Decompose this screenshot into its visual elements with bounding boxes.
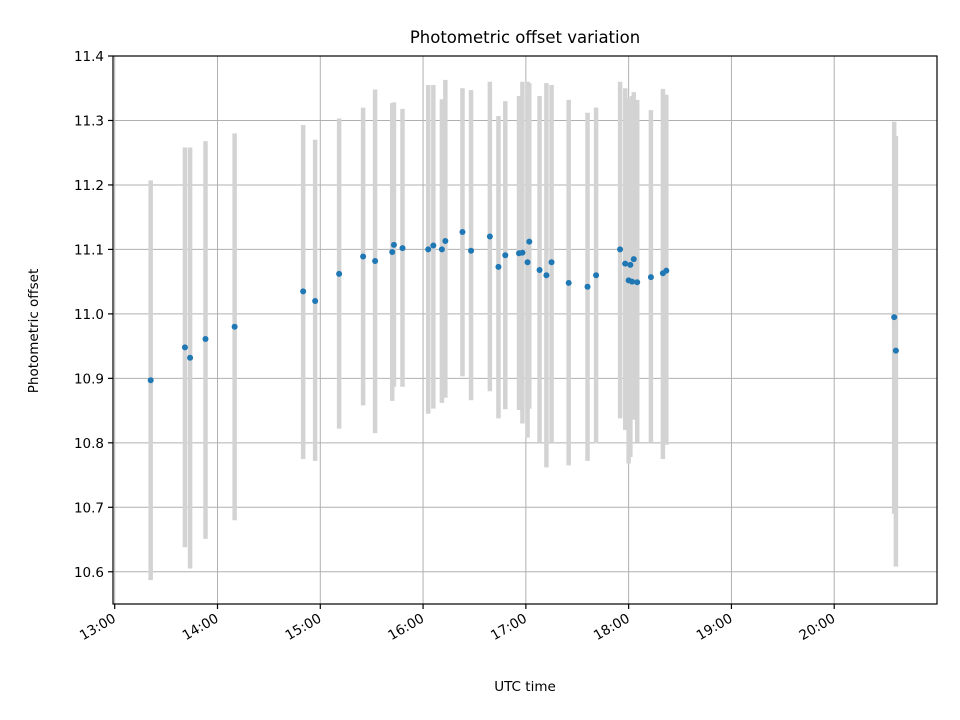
data-point — [300, 288, 307, 295]
y-tick-label: 10.9 — [74, 371, 104, 387]
x-axis-label: UTC time — [494, 679, 556, 695]
data-point — [892, 347, 899, 354]
data-point — [629, 278, 636, 285]
data-point — [399, 245, 406, 252]
data-point — [543, 272, 550, 279]
data-point — [181, 344, 188, 351]
x-tick-label: 18:00 — [591, 611, 633, 644]
data-point — [312, 297, 319, 304]
data-point — [486, 233, 493, 240]
data-point — [634, 279, 641, 286]
data-point — [622, 260, 629, 267]
data-point — [442, 238, 449, 245]
data-point — [584, 283, 591, 290]
y-tick-label: 10.6 — [74, 565, 104, 581]
data-point — [565, 279, 572, 286]
y-tick-label: 11.1 — [74, 242, 104, 258]
data-point — [536, 267, 543, 274]
y-tick-label: 11.2 — [74, 178, 104, 194]
data-point — [495, 263, 502, 270]
y-tick-label: 11.0 — [74, 307, 104, 323]
data-point — [468, 247, 475, 254]
y-tick-label: 10.8 — [74, 436, 104, 452]
x-tick-label: 19:00 — [694, 611, 736, 644]
x-tick-label: 16:00 — [385, 611, 427, 644]
data-point — [502, 252, 509, 259]
data-point — [526, 238, 533, 245]
data-point — [519, 249, 526, 256]
data-point — [336, 270, 343, 277]
data-point — [389, 248, 396, 255]
y-axis-label: Photometric offset — [26, 269, 42, 393]
data-points — [147, 229, 899, 384]
data-point — [425, 246, 432, 253]
data-point — [663, 267, 670, 274]
data-point — [627, 261, 634, 268]
x-tick-label: 13:00 — [77, 611, 119, 644]
y-axis-ticks: 10.6 10.7 10.8 10.9 11.0 11.1 11.2 11.3 11.4 — [74, 49, 113, 581]
data-point — [438, 246, 445, 253]
data-point — [390, 241, 397, 248]
data-point — [231, 323, 238, 330]
x-axis-ticks: 13:00 14:00 15:00 16:00 17:00 18:00 19:00 20:00 — [77, 604, 838, 644]
y-tick-label: 11.3 — [74, 113, 104, 129]
y-tick-label: 11.4 — [74, 49, 104, 65]
chart-title: Photometric offset variation — [410, 28, 640, 47]
data-point — [891, 314, 898, 321]
data-point — [202, 336, 209, 343]
x-tick-label: 20:00 — [797, 611, 839, 644]
y-tick-label: 10.7 — [74, 500, 104, 516]
data-point — [524, 259, 531, 266]
data-point — [187, 354, 194, 361]
data-point — [617, 246, 624, 253]
plot-frame — [112, 55, 938, 605]
error-bars — [148, 79, 899, 581]
data-point — [360, 253, 367, 260]
x-tick-label: 14:00 — [180, 611, 222, 644]
data-point — [647, 274, 654, 281]
x-tick-label: 17:00 — [488, 611, 530, 644]
data-point — [630, 256, 637, 263]
data-point — [593, 272, 600, 279]
data-point — [548, 259, 555, 266]
data-point — [147, 377, 154, 384]
data-point — [430, 242, 437, 249]
x-tick-label: 15:00 — [283, 611, 325, 644]
data-point — [459, 229, 466, 236]
data-point — [372, 258, 379, 265]
